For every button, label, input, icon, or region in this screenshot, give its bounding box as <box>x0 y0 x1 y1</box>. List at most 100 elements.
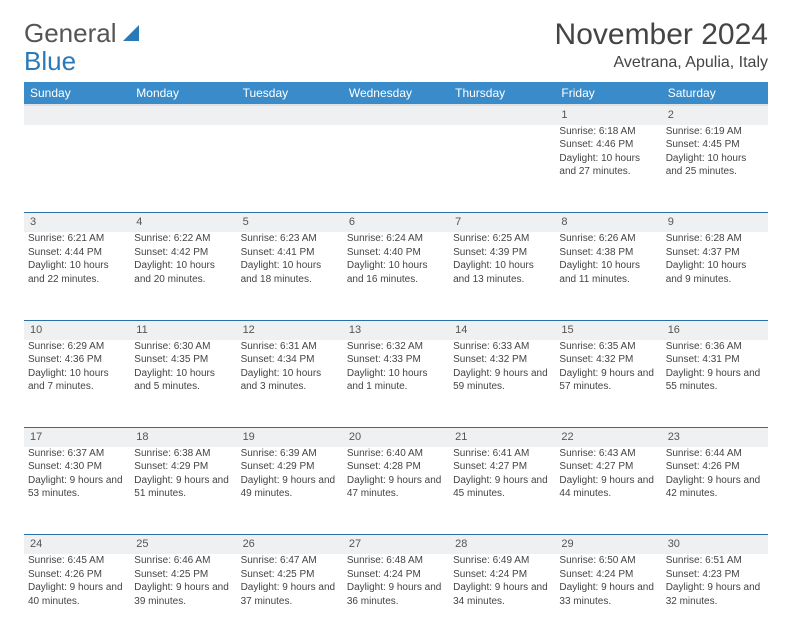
day-line: Daylight: 10 hours and 5 minutes. <box>134 367 232 394</box>
day-line: Sunrise: 6:32 AM <box>347 340 445 354</box>
day-line: Sunrise: 6:50 AM <box>559 554 657 568</box>
day-line: Sunset: 4:38 PM <box>559 246 657 260</box>
day-line: Daylight: 9 hours and 32 minutes. <box>666 581 764 608</box>
daynum-row: 3456789 <box>24 213 768 232</box>
day-line: Sunrise: 6:49 AM <box>453 554 551 568</box>
day-line: Sunset: 4:44 PM <box>28 246 126 260</box>
day-number <box>237 105 343 125</box>
week-row: Sunrise: 6:29 AMSunset: 4:36 PMDaylight:… <box>24 340 768 428</box>
day-line: Sunrise: 6:39 AM <box>241 447 339 461</box>
day-line: Daylight: 9 hours and 45 minutes. <box>453 474 551 501</box>
day-line: Daylight: 10 hours and 11 minutes. <box>559 259 657 286</box>
day-line: Sunset: 4:27 PM <box>453 460 551 474</box>
daynum-row: 12 <box>24 105 768 125</box>
day-number: 12 <box>237 320 343 339</box>
day-cell: Sunrise: 6:48 AMSunset: 4:24 PMDaylight:… <box>343 554 449 642</box>
day-cell: Sunrise: 6:37 AMSunset: 4:30 PMDaylight:… <box>24 447 130 535</box>
day-line: Sunrise: 6:19 AM <box>666 125 764 139</box>
day-line: Sunrise: 6:41 AM <box>453 447 551 461</box>
day-number: 30 <box>662 535 768 554</box>
day-line: Daylight: 10 hours and 1 minute. <box>347 367 445 394</box>
day-line: Sunset: 4:42 PM <box>134 246 232 260</box>
col-monday: Monday <box>130 82 236 105</box>
day-number: 20 <box>343 428 449 447</box>
day-number: 9 <box>662 213 768 232</box>
week-row: Sunrise: 6:45 AMSunset: 4:26 PM Daylight:… <box>24 554 768 642</box>
day-number: 21 <box>449 428 555 447</box>
day-line: Sunset: 4:26 PM <box>666 460 764 474</box>
day-line: Sunrise: 6:25 AM <box>453 232 551 246</box>
day-cell: Sunrise: 6:28 AMSunset: 4:37 PMDaylight:… <box>662 232 768 320</box>
day-line: Sunrise: 6:45 AM <box>28 554 126 568</box>
day-cell: Sunrise: 6:26 AMSunset: 4:38 PMDaylight:… <box>555 232 661 320</box>
day-line: Sunset: 4:46 PM <box>559 138 657 152</box>
day-line: Sunrise: 6:30 AM <box>134 340 232 354</box>
day-cell: Sunrise: 6:35 AMSunset: 4:32 PMDaylight:… <box>555 340 661 428</box>
day-line: Sunset: 4:35 PM <box>134 353 232 367</box>
col-tuesday: Tuesday <box>237 82 343 105</box>
day-line: Daylight: 9 hours and 49 minutes. <box>241 474 339 501</box>
day-cell: Sunrise: 6:43 AMSunset: 4:27 PMDaylight:… <box>555 447 661 535</box>
day-cell: Sunrise: 6:32 AMSunset: 4:33 PMDaylight:… <box>343 340 449 428</box>
day-line: Daylight: 10 hours and 13 minutes. <box>453 259 551 286</box>
day-number: 11 <box>130 320 236 339</box>
day-line: Sunrise: 6:24 AM <box>347 232 445 246</box>
day-cell <box>449 125 555 213</box>
calendar-table: Sunday Monday Tuesday Wednesday Thursday… <box>24 82 768 642</box>
day-number <box>130 105 236 125</box>
day-line: Sunrise: 6:31 AM <box>241 340 339 354</box>
week-row: Sunrise: 6:37 AMSunset: 4:30 PMDaylight:… <box>24 447 768 535</box>
day-number <box>24 105 130 125</box>
day-cell: Sunrise: 6:46 AMSunset: 4:25 PMDaylight:… <box>130 554 236 642</box>
day-line: Sunset: 4:32 PM <box>453 353 551 367</box>
day-number <box>449 105 555 125</box>
day-line: Daylight: 9 hours and 55 minutes. <box>666 367 764 394</box>
day-line: Sunset: 4:37 PM <box>666 246 764 260</box>
day-line: Sunset: 4:33 PM <box>347 353 445 367</box>
day-cell: Sunrise: 6:36 AMSunset: 4:31 PMDaylight:… <box>662 340 768 428</box>
day-line: Sunrise: 6:23 AM <box>241 232 339 246</box>
day-line: Sunrise: 6:26 AM <box>559 232 657 246</box>
day-line: Sunset: 4:24 PM <box>559 568 657 582</box>
day-line: Daylight: 10 hours and 20 minutes. <box>134 259 232 286</box>
day-line: Sunset: 4:24 PM <box>453 568 551 582</box>
day-line: Sunset: 4:32 PM <box>559 353 657 367</box>
day-line: Daylight: 10 hours and 7 minutes. <box>28 367 126 394</box>
day-number: 8 <box>555 213 661 232</box>
col-sunday: Sunday <box>24 82 130 105</box>
day-cell: Sunrise: 6:18 AMSunset: 4:46 PMDaylight:… <box>555 125 661 213</box>
day-number: 25 <box>130 535 236 554</box>
day-number: 2 <box>662 105 768 125</box>
day-line: Sunrise: 6:38 AM <box>134 447 232 461</box>
day-line: Sunset: 4:26 PM <box>28 568 126 582</box>
day-cell <box>24 125 130 213</box>
daynum-row: 17181920212223 <box>24 428 768 447</box>
weekday-header-row: Sunday Monday Tuesday Wednesday Thursday… <box>24 82 768 105</box>
day-number: 3 <box>24 213 130 232</box>
day-cell: Sunrise: 6:30 AMSunset: 4:35 PMDaylight:… <box>130 340 236 428</box>
day-line: Daylight: 10 hours and 22 minutes. <box>28 259 126 286</box>
col-thursday: Thursday <box>449 82 555 105</box>
day-number <box>343 105 449 125</box>
day-number: 26 <box>237 535 343 554</box>
day-line: Sunset: 4:45 PM <box>666 138 764 152</box>
day-line: Daylight: 9 hours and 59 minutes. <box>453 367 551 394</box>
daynum-row: 24252627282930 <box>24 535 768 554</box>
day-line: Sunrise: 6:43 AM <box>559 447 657 461</box>
day-line: Daylight: 10 hours and 25 minutes. <box>666 152 764 179</box>
day-cell: Sunrise: 6:51 AMSunset: 4:23 PMDaylight:… <box>662 554 768 642</box>
day-number: 14 <box>449 320 555 339</box>
day-line: Sunrise: 6:40 AM <box>347 447 445 461</box>
day-cell: Sunrise: 6:25 AMSunset: 4:39 PMDaylight:… <box>449 232 555 320</box>
day-cell: Sunrise: 6:38 AMSunset: 4:29 PMDaylight:… <box>130 447 236 535</box>
day-line: Sunset: 4:29 PM <box>134 460 232 474</box>
day-line: Daylight: 9 hours and 44 minutes. <box>559 474 657 501</box>
day-cell: Sunrise: 6:21 AMSunset: 4:44 PMDaylight:… <box>24 232 130 320</box>
day-number: 16 <box>662 320 768 339</box>
day-line: Daylight: 10 hours and 16 minutes. <box>347 259 445 286</box>
day-cell: Sunrise: 6:44 AMSunset: 4:26 PMDaylight:… <box>662 447 768 535</box>
day-line: Sunrise: 6:37 AM <box>28 447 126 461</box>
day-line: Sunset: 4:29 PM <box>241 460 339 474</box>
day-line: Daylight: 10 hours and 9 minutes. <box>666 259 764 286</box>
day-line: Sunrise: 6:36 AM <box>666 340 764 354</box>
